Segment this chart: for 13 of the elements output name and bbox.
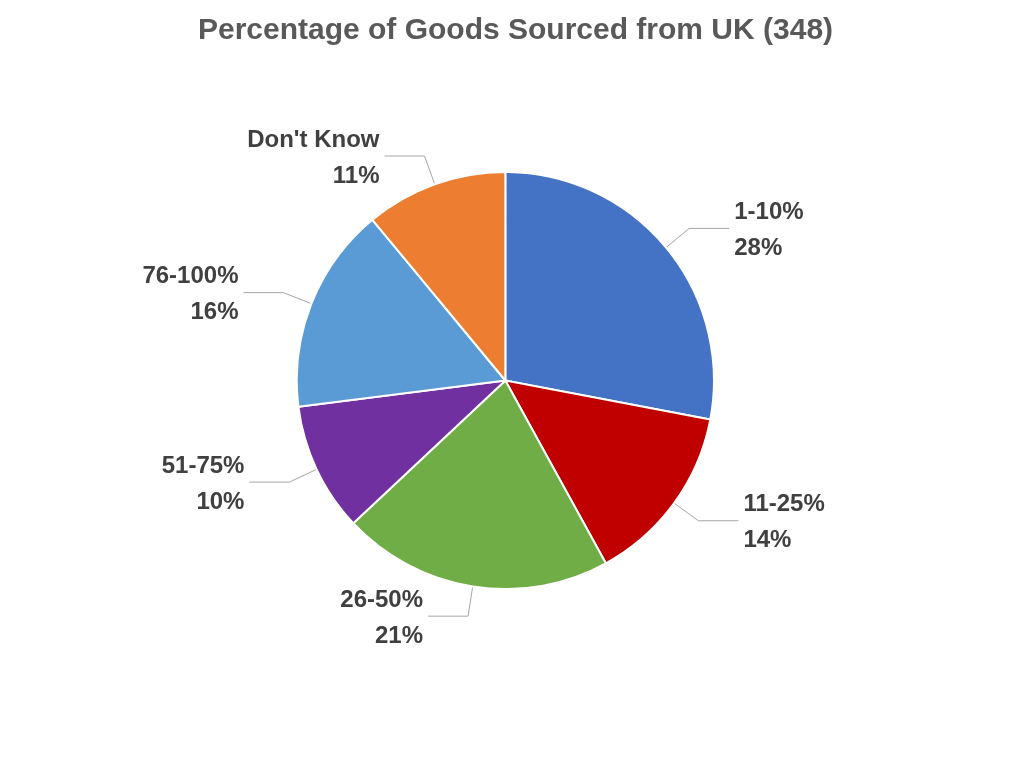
data-label: 10% xyxy=(196,486,245,514)
slice-label: 51-75% xyxy=(161,450,245,478)
data-label: 14% xyxy=(743,525,792,553)
slice-label: Don't Know xyxy=(247,124,380,152)
data-label: 21% xyxy=(374,620,424,648)
slice-label: 26-50% xyxy=(340,584,424,612)
data-label: 28% xyxy=(734,232,783,260)
slice-label: 76-100% xyxy=(142,261,239,289)
slice-label: 11-25% xyxy=(743,489,825,517)
data-label: 11% xyxy=(332,160,380,188)
chart-title: Percentage of Goods Sourced from UK (348) xyxy=(197,11,834,45)
data-label: 16% xyxy=(190,297,239,325)
slice-label: 1-10% xyxy=(734,196,804,224)
